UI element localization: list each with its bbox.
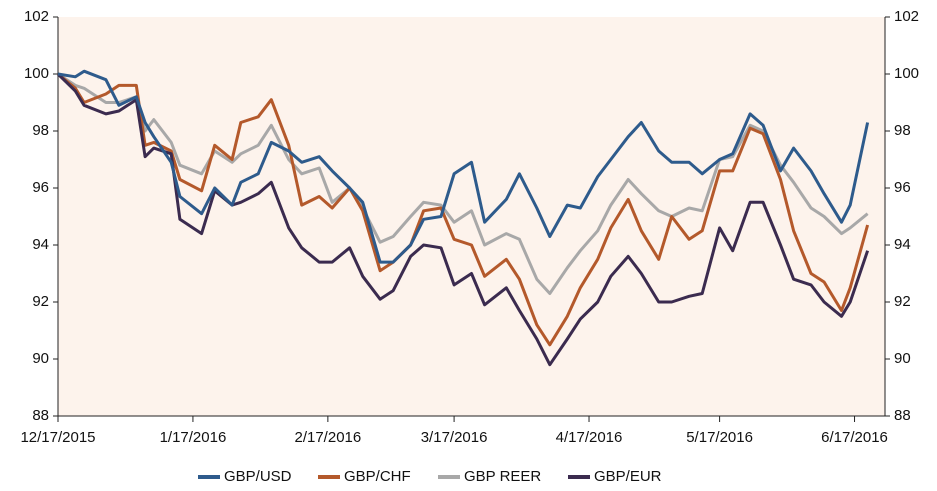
y2-tick-label: 90 bbox=[894, 350, 911, 367]
series-line bbox=[57, 72, 870, 347]
y2-tick-label: 88 bbox=[894, 407, 911, 424]
y2-tick-label: 100 bbox=[894, 65, 919, 82]
x-tick-label: 12/17/2015 bbox=[20, 429, 95, 446]
y2-tick-label: 92 bbox=[894, 293, 911, 310]
y-tick-label: 92 bbox=[32, 293, 49, 310]
x-tick-label: 4/17/2016 bbox=[556, 429, 623, 446]
series-line bbox=[56, 72, 870, 367]
plot-area bbox=[58, 17, 885, 416]
y-tick-label: 100 bbox=[24, 65, 49, 82]
y2-tick-label: 98 bbox=[894, 122, 911, 139]
y2-tick-label: 96 bbox=[894, 179, 911, 196]
legend-label: GBP/EUR bbox=[594, 468, 662, 485]
x-tick-label: 6/17/2016 bbox=[821, 429, 888, 446]
y-tick-label: 94 bbox=[32, 236, 49, 253]
x-tick-label: 5/17/2016 bbox=[686, 429, 753, 446]
legend-label: GBP/USD bbox=[224, 468, 292, 485]
y2-tick-label: 102 bbox=[894, 8, 919, 25]
y-tick-label: 98 bbox=[32, 122, 49, 139]
y-tick-label: 96 bbox=[32, 179, 49, 196]
series-line bbox=[57, 69, 870, 264]
legend-label: GBP/CHF bbox=[344, 468, 411, 485]
y-tick-label: 102 bbox=[24, 8, 49, 25]
series-line bbox=[57, 72, 869, 295]
y-tick-label: 90 bbox=[32, 350, 49, 367]
x-tick-label: 2/17/2016 bbox=[294, 429, 361, 446]
y-tick-label: 88 bbox=[32, 407, 49, 424]
legend-label: GBP REER bbox=[464, 468, 541, 485]
x-tick-label: 1/17/2016 bbox=[160, 429, 227, 446]
y2-tick-label: 94 bbox=[894, 236, 911, 253]
x-tick-label: 3/17/2016 bbox=[421, 429, 488, 446]
